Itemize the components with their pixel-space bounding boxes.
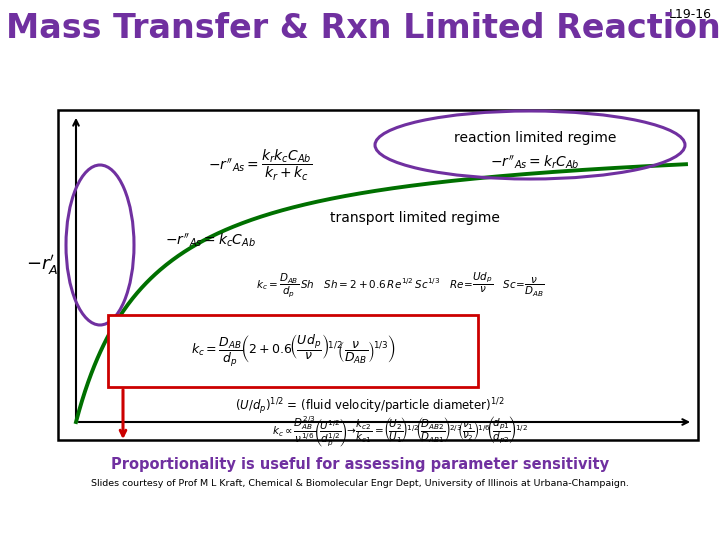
Text: Slides courtesy of Prof M L Kraft, Chemical & Biomolecular Engr Dept, University: Slides courtesy of Prof M L Kraft, Chemi… xyxy=(91,480,629,489)
Text: $k_c = \dfrac{D_{AB}}{d_p}\,Sh \quad Sh = 2 + 0.6\,Re^{1/2}\,Sc^{1/3}\quad Re\!=: $k_c = \dfrac{D_{AB}}{d_p}\,Sh \quad Sh … xyxy=(256,271,544,299)
Text: $-r''_{As} = \dfrac{k_r k_c C_{Ab}}{k_r + k_c}$: $-r''_{As} = \dfrac{k_r k_c C_{Ab}}{k_r … xyxy=(208,147,312,183)
Text: $(U/d_p)^{1/2}$ = (fluid velocity/particle diameter)$^{1/2}$: $(U/d_p)^{1/2}$ = (fluid velocity/partic… xyxy=(235,397,505,417)
Bar xyxy=(58,110,698,440)
Bar xyxy=(108,315,478,387)
Text: $-r_A'$: $-r_A'$ xyxy=(26,253,58,277)
Text: $-r''_{As} = k_r C_{Ab}$: $-r''_{As} = k_r C_{Ab}$ xyxy=(490,153,580,171)
Text: transport limited regime: transport limited regime xyxy=(330,211,500,225)
Text: $k_c \propto \dfrac{D_{AB}^{2/3}}{\nu^{1/6}}\!\left(\!\dfrac{U^{1/2}}{d_p^{1/2}}: $k_c \propto \dfrac{D_{AB}^{2/3}}{\nu^{1… xyxy=(272,415,528,449)
Text: reaction limited regime: reaction limited regime xyxy=(454,131,616,145)
Text: $-r''_{As} = k_c C_{Ab}$: $-r''_{As} = k_c C_{Ab}$ xyxy=(164,231,256,249)
Text: Mass Transfer & Rxn Limited Reactions: Mass Transfer & Rxn Limited Reactions xyxy=(6,12,720,45)
Text: $k_c = \dfrac{D_{AB}}{d_p}\!\left(2 + 0.6\!\left(\dfrac{Ud_p}{\nu}\right)^{\!1/2: $k_c = \dfrac{D_{AB}}{d_p}\!\left(2 + 0.… xyxy=(191,333,395,369)
Text: L19-16: L19-16 xyxy=(669,8,712,21)
Text: Proportionality is useful for assessing parameter sensitivity: Proportionality is useful for assessing … xyxy=(111,456,609,471)
